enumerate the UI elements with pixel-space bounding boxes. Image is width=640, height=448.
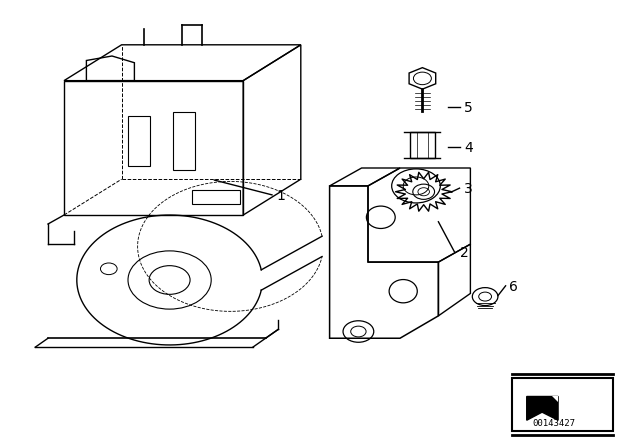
Text: 5: 5	[464, 100, 473, 115]
Text: 00143427: 00143427	[532, 419, 575, 428]
Polygon shape	[552, 396, 558, 402]
Text: 3: 3	[464, 182, 473, 196]
Polygon shape	[527, 396, 558, 420]
Text: 1: 1	[276, 189, 285, 203]
Text: 4: 4	[464, 141, 473, 155]
Text: 6: 6	[509, 280, 518, 294]
Text: 2: 2	[460, 246, 468, 260]
